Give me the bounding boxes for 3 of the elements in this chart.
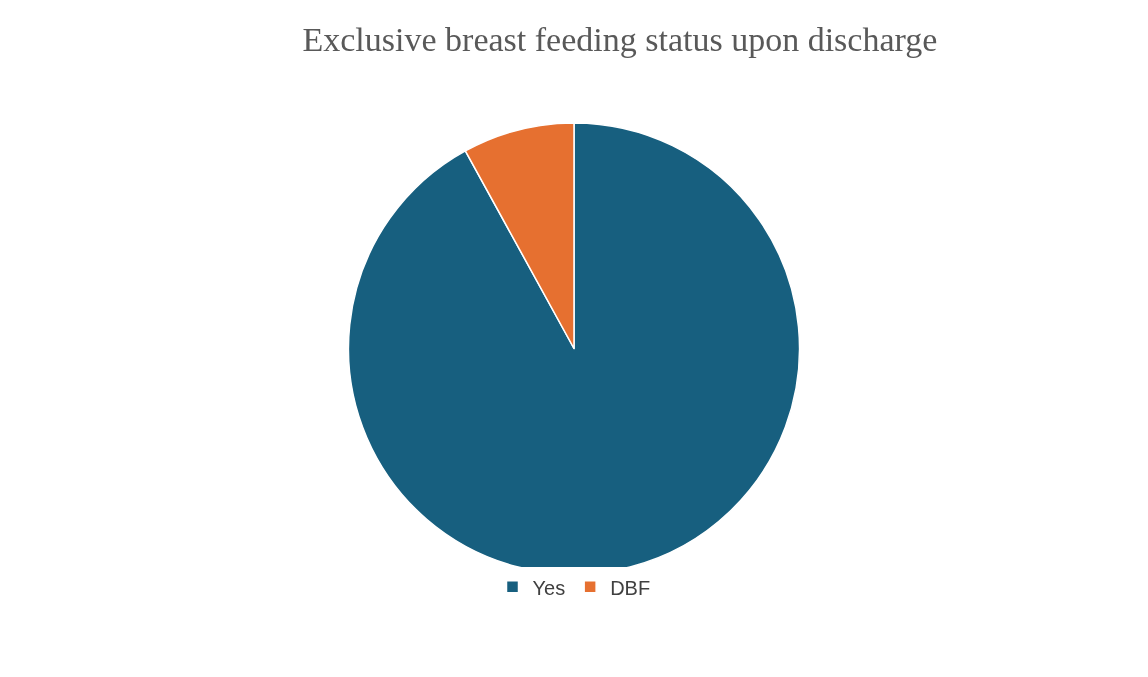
chart-title: Exclusive breast feeding status upon discharge xyxy=(302,20,938,58)
legend-label: DBF xyxy=(610,576,651,599)
legend-label: Yes xyxy=(532,576,566,599)
